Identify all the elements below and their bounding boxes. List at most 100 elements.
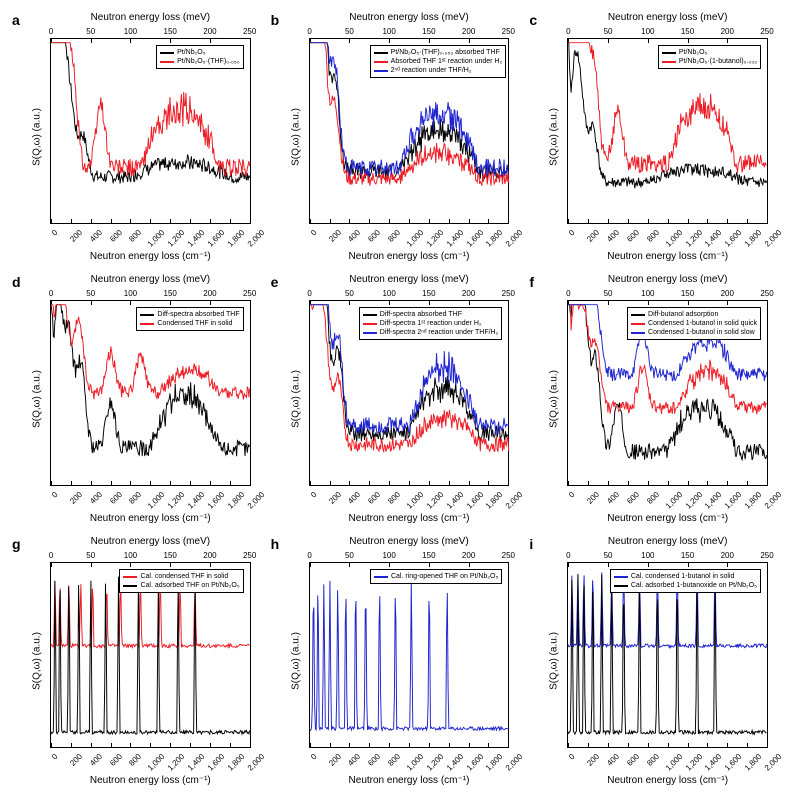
- legend-row: Cal. condensed 1-butanol in solid: [614, 572, 757, 581]
- legend-row: Pt/Nb₂O₅·(THF)₀.₀₅₀ absorbed THF: [374, 48, 503, 57]
- xtick-bottom: 400: [605, 228, 621, 244]
- xtick-top: 100: [641, 27, 654, 36]
- xtick-top: 0: [307, 289, 311, 298]
- xtick-top: 0: [307, 27, 311, 36]
- legend-label: Diff-butanol adsorption: [648, 310, 718, 319]
- xtick-top: 150: [422, 551, 435, 560]
- xtick-bottom: 2,000: [246, 228, 267, 249]
- legend-label: Cal. ring-opened THF on Pt/Nb₂O₅: [391, 572, 498, 581]
- legend: Cal. condensed 1-butanol in solidCal. ad…: [610, 569, 761, 593]
- xtick-top: 0: [566, 27, 570, 36]
- xtick-bottom: 2,000: [504, 490, 525, 511]
- ylabel: S(Q,ω) (a.u.): [290, 370, 301, 428]
- xtick-bottom: 1,800: [743, 228, 764, 249]
- xtick-bottom: 400: [605, 752, 621, 768]
- legend: Cal. ring-opened THF on Pt/Nb₂O₅: [370, 569, 502, 584]
- xtick-bottom: 0: [50, 228, 60, 238]
- legend-swatch: [662, 61, 676, 63]
- xtick-top: 100: [641, 551, 654, 560]
- legend-swatch: [374, 576, 388, 578]
- legend-label: Condensed THF in solid: [157, 319, 232, 328]
- legend-label: Diff-spectra absorbed THF: [157, 310, 239, 319]
- xtick-bottom: 2,000: [763, 490, 784, 511]
- legend: Cal. condensed THF in solidCal. adsorbed…: [119, 569, 243, 593]
- xtick-top: 100: [382, 27, 395, 36]
- xtick-bottom: 200: [585, 752, 601, 768]
- legend-swatch: [140, 314, 154, 316]
- legend-label: Condensed 1-butanol in solid quick: [648, 319, 757, 328]
- xtick-bottom: 1,800: [226, 752, 247, 773]
- legend-label: Cal. adsorbed THF on Pt/Nb₂O₅: [140, 581, 239, 590]
- xtick-top: 200: [462, 551, 475, 560]
- xtick-top: 200: [203, 289, 216, 298]
- legend-swatch: [123, 585, 137, 587]
- xtick-bottom: 400: [347, 752, 363, 768]
- xtick-top: 100: [124, 27, 137, 36]
- xlabel-top: Neutron energy loss (meV): [567, 274, 768, 285]
- legend-row: Cal. adsorbed THF on Pt/Nb₂O₅: [123, 581, 239, 590]
- ylabel: S(Q,ω) (a.u.): [290, 108, 301, 166]
- xtick-bottom: 1,800: [743, 752, 764, 773]
- xtick-bottom: 0: [50, 752, 60, 762]
- xtick-top: 50: [86, 289, 95, 298]
- legend-row: Diff-spectra absorbed THF: [140, 310, 239, 319]
- legend: Pt/Nb₂O₅Pt/Nb₂O₅·(THF)₀.₀₅₀: [156, 45, 244, 69]
- xtick-bottom: 1,200: [425, 228, 446, 249]
- xtick-bottom: 2,000: [504, 228, 525, 249]
- legend-row: Diff-spectra absorbed THF: [363, 310, 499, 319]
- legend: Diff-butanol adsorptionCondensed 1-butan…: [627, 307, 761, 340]
- xtick-top: 200: [462, 27, 475, 36]
- legend-row: Condensed 1-butanol in solid quick: [631, 319, 757, 328]
- xtick-bottom: 1,800: [484, 490, 505, 511]
- xtick-top: 100: [124, 551, 137, 560]
- xtick-top: 250: [502, 551, 515, 560]
- xtick-top: 0: [49, 551, 53, 560]
- xtick-top: 250: [243, 551, 256, 560]
- legend-label: Pt/Nb₂O₅: [177, 48, 206, 57]
- xlabel-bottom: Neutron energy loss (cm⁻¹): [309, 513, 510, 524]
- spectrum-svg: [310, 563, 509, 747]
- xtick-bottom: 1,400: [703, 490, 724, 511]
- xtick-bottom: 0: [567, 490, 577, 500]
- xtick-bottom: 1,200: [683, 228, 704, 249]
- xtick-bottom: 1,200: [425, 490, 446, 511]
- xtick-top: 200: [721, 289, 734, 298]
- xtick-bottom: 400: [347, 490, 363, 506]
- xtick-bottom: 1,600: [206, 752, 227, 773]
- xtick-bottom: 200: [68, 752, 84, 768]
- legend-swatch: [374, 52, 388, 54]
- xtick-top: 150: [422, 27, 435, 36]
- legend-row: Cal. ring-opened THF on Pt/Nb₂O₅: [374, 572, 498, 581]
- xtick-bottom: 600: [108, 228, 124, 244]
- legend-row: Condensed THF in solid: [140, 319, 239, 328]
- legend-label: Diff-spectra 2ⁿᵈ reaction under THF/H₂: [380, 328, 499, 337]
- xtick-top: 250: [760, 27, 773, 36]
- legend-label: Pt/Nb₂O₅·(1-butanol)₀.₀₃₃: [679, 57, 757, 66]
- xtick-top: 150: [681, 289, 694, 298]
- xtick-bottom: 1,200: [683, 752, 704, 773]
- xtick-bottom: 1,000: [664, 752, 685, 773]
- plot-area: 02004006008001,0001,2001,4001,6001,8002,…: [50, 300, 251, 486]
- legend-swatch: [614, 576, 628, 578]
- xtick-bottom: 800: [128, 490, 144, 506]
- plot-area: 02004006008001,0001,2001,4001,6001,8002,…: [567, 300, 768, 486]
- xlabel-top: Neutron energy loss (meV): [309, 274, 510, 285]
- xtick-top: 50: [86, 27, 95, 36]
- legend: Pt/Nb₂O₅Pt/Nb₂O₅·(1-butanol)₀.₀₃₃: [658, 45, 761, 69]
- xtick-bottom: 200: [585, 490, 601, 506]
- figure-grid: aNeutron energy loss (meV)02004006008001…: [10, 10, 778, 788]
- xtick-bottom: 2,000: [763, 752, 784, 773]
- xlabel-bottom: Neutron energy loss (cm⁻¹): [50, 513, 251, 524]
- panel-e: eNeutron energy loss (meV)02004006008001…: [269, 272, 520, 526]
- plot-area: 02004006008001,0001,2001,4001,6001,8002,…: [567, 38, 768, 224]
- panel-c: cNeutron energy loss (meV)02004006008001…: [527, 10, 778, 264]
- xtick-bottom: 400: [605, 490, 621, 506]
- legend-swatch: [631, 314, 645, 316]
- xtick-bottom: 800: [386, 490, 402, 506]
- xtick-top: 150: [164, 551, 177, 560]
- xlabel-bottom: Neutron energy loss (cm⁻¹): [309, 251, 510, 262]
- xtick-bottom: 1,600: [464, 490, 485, 511]
- xtick-bottom: 200: [327, 752, 343, 768]
- xtick-top: 200: [462, 289, 475, 298]
- xtick-bottom: 200: [68, 228, 84, 244]
